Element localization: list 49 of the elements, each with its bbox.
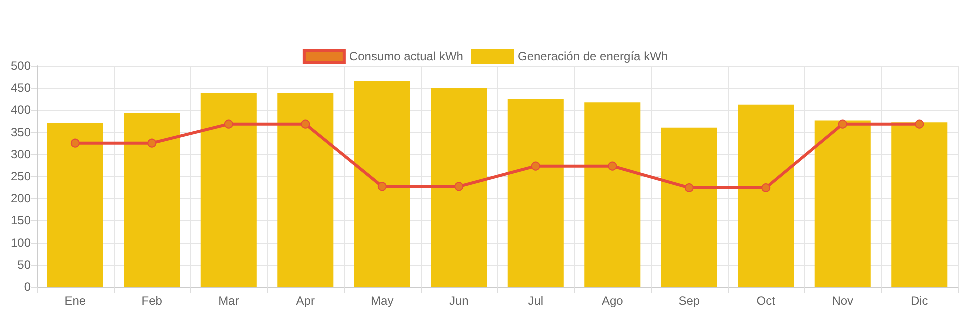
point [531, 162, 540, 171]
bar [278, 92, 334, 287]
point [301, 120, 310, 129]
point [70, 138, 80, 148]
x-tick-label: Oct [756, 294, 776, 308]
point [838, 120, 848, 129]
bar [892, 122, 948, 287]
y-tick-label: 400 [10, 103, 32, 118]
y-tick-label: 350 [10, 125, 32, 140]
legend-label: Consumo actual kWh [349, 50, 464, 64]
x-tick-label: Jun [449, 294, 469, 308]
y-tick-label: 500 [10, 59, 32, 73]
y-tick-label: 50 [18, 258, 32, 272]
point [915, 120, 924, 129]
point [454, 182, 464, 192]
bar [814, 120, 871, 287]
y-tick-label: 0 [24, 280, 32, 294]
legend-label: Generación de energía kWh [518, 50, 668, 64]
x-tick-label: Jul [528, 294, 544, 308]
bar [738, 104, 794, 287]
x-tick-label: Sep [678, 294, 700, 308]
point [762, 183, 771, 192]
y-tick-label: 200 [10, 192, 32, 206]
bar [661, 128, 718, 287]
x-tick-label: Dic [910, 294, 928, 308]
bar [508, 99, 564, 287]
y-tick-label: 250 [10, 170, 32, 184]
x-tick-label: Ago [602, 294, 624, 308]
y-tick-label: 300 [10, 147, 32, 162]
y-tick-label: 150 [10, 214, 32, 228]
x-tick-label: Ene [64, 294, 86, 308]
point [684, 183, 694, 192]
x-tick-label: May [371, 294, 394, 308]
point [378, 182, 387, 192]
y-tick-label: 100 [10, 236, 32, 250]
x-tick-label: Mar [218, 294, 240, 308]
bar [124, 113, 180, 287]
bar [354, 81, 410, 287]
point [608, 162, 618, 171]
point [148, 138, 157, 148]
bar [200, 93, 257, 287]
x-tick-label: Apr [296, 294, 315, 308]
bar [431, 88, 488, 287]
x-tick-label: Nov [832, 294, 854, 308]
bar [584, 102, 641, 287]
x-tick-label: Feb [142, 294, 163, 308]
y-tick-label: 450 [10, 81, 32, 96]
bar [47, 123, 104, 287]
point [224, 120, 234, 129]
